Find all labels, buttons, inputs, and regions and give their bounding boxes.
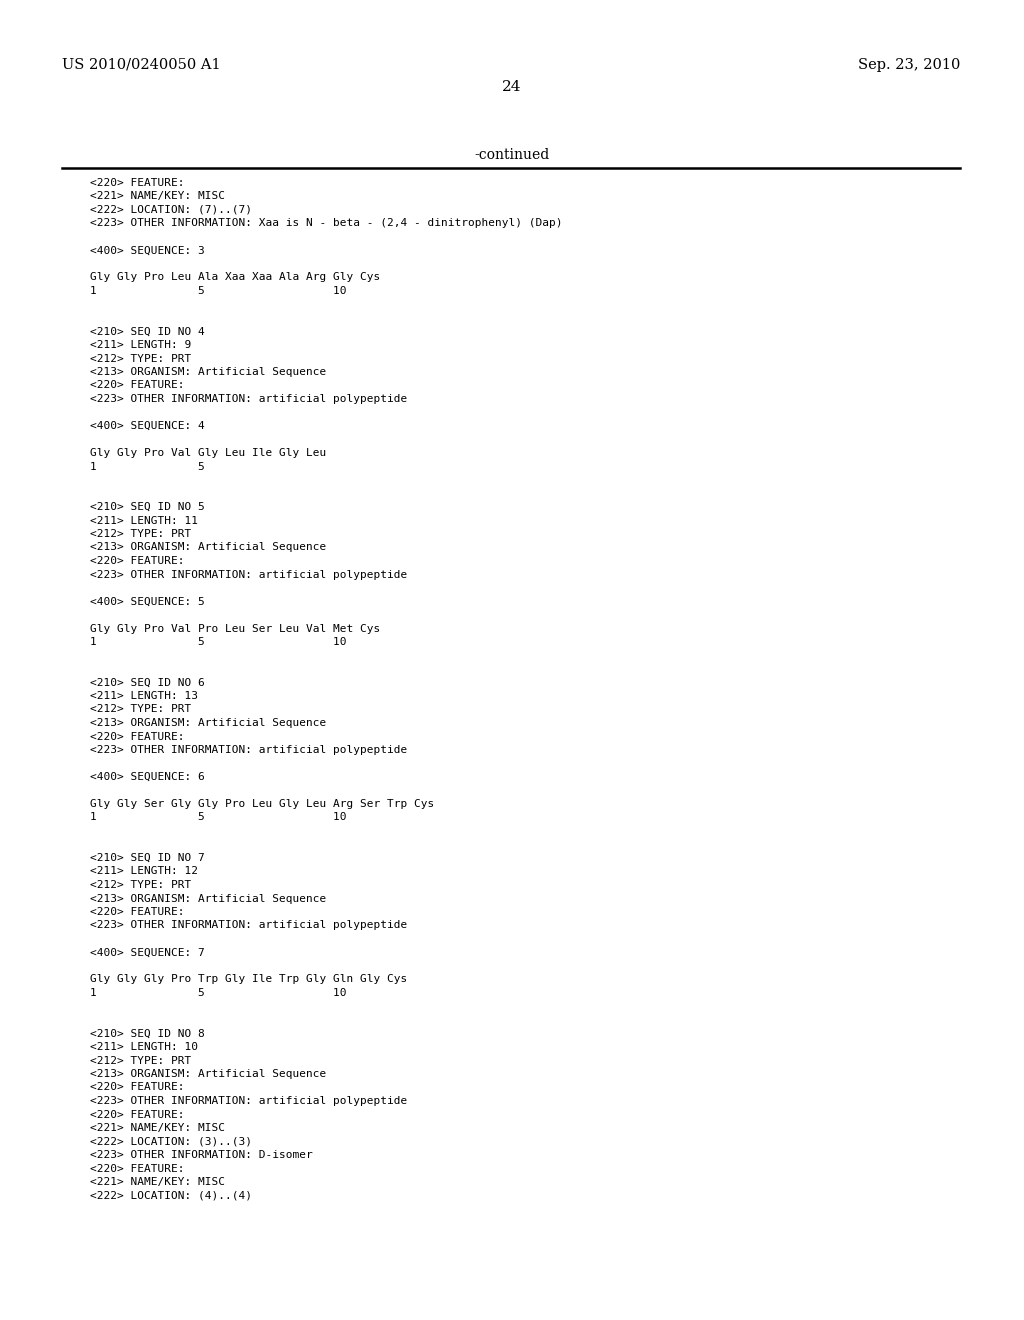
- Text: Gly Gly Pro Val Gly Leu Ile Gly Leu: Gly Gly Pro Val Gly Leu Ile Gly Leu: [90, 447, 327, 458]
- Text: <211> LENGTH: 9: <211> LENGTH: 9: [90, 341, 191, 350]
- Text: -continued: -continued: [474, 148, 550, 162]
- Text: <212> TYPE: PRT: <212> TYPE: PRT: [90, 705, 191, 714]
- Text: 1               5: 1 5: [90, 462, 205, 471]
- Text: <212> TYPE: PRT: <212> TYPE: PRT: [90, 1056, 191, 1065]
- Text: <400> SEQUENCE: 6: <400> SEQUENCE: 6: [90, 772, 205, 781]
- Text: <213> ORGANISM: Artificial Sequence: <213> ORGANISM: Artificial Sequence: [90, 367, 327, 378]
- Text: <223> OTHER INFORMATION: D-isomer: <223> OTHER INFORMATION: D-isomer: [90, 1150, 312, 1160]
- Text: <220> FEATURE:: <220> FEATURE:: [90, 556, 184, 566]
- Text: Gly Gly Pro Val Pro Leu Ser Leu Val Met Cys: Gly Gly Pro Val Pro Leu Ser Leu Val Met …: [90, 623, 380, 634]
- Text: <400> SEQUENCE: 7: <400> SEQUENCE: 7: [90, 948, 205, 957]
- Text: <211> LENGTH: 12: <211> LENGTH: 12: [90, 866, 198, 876]
- Text: <223> OTHER INFORMATION: artificial polypeptide: <223> OTHER INFORMATION: artificial poly…: [90, 920, 408, 931]
- Text: Sep. 23, 2010: Sep. 23, 2010: [858, 58, 961, 73]
- Text: <211> LENGTH: 13: <211> LENGTH: 13: [90, 690, 198, 701]
- Text: <222> LOCATION: (4)..(4): <222> LOCATION: (4)..(4): [90, 1191, 252, 1200]
- Text: <221> NAME/KEY: MISC: <221> NAME/KEY: MISC: [90, 191, 225, 202]
- Text: <223> OTHER INFORMATION: artificial polypeptide: <223> OTHER INFORMATION: artificial poly…: [90, 1096, 408, 1106]
- Text: <212> TYPE: PRT: <212> TYPE: PRT: [90, 354, 191, 363]
- Text: <210> SEQ ID NO 7: <210> SEQ ID NO 7: [90, 853, 205, 863]
- Text: <210> SEQ ID NO 6: <210> SEQ ID NO 6: [90, 677, 205, 688]
- Text: <210> SEQ ID NO 5: <210> SEQ ID NO 5: [90, 502, 205, 512]
- Text: <222> LOCATION: (3)..(3): <222> LOCATION: (3)..(3): [90, 1137, 252, 1147]
- Text: <400> SEQUENCE: 5: <400> SEQUENCE: 5: [90, 597, 205, 606]
- Text: <213> ORGANISM: Artificial Sequence: <213> ORGANISM: Artificial Sequence: [90, 894, 327, 903]
- Text: <223> OTHER INFORMATION: artificial polypeptide: <223> OTHER INFORMATION: artificial poly…: [90, 744, 408, 755]
- Text: <220> FEATURE:: <220> FEATURE:: [90, 1163, 184, 1173]
- Text: <210> SEQ ID NO 8: <210> SEQ ID NO 8: [90, 1028, 205, 1039]
- Text: <211> LENGTH: 10: <211> LENGTH: 10: [90, 1041, 198, 1052]
- Text: <223> OTHER INFORMATION: Xaa is N - beta - (2,4 - dinitrophenyl) (Dap): <223> OTHER INFORMATION: Xaa is N - beta…: [90, 219, 562, 228]
- Text: <222> LOCATION: (7)..(7): <222> LOCATION: (7)..(7): [90, 205, 252, 215]
- Text: <400> SEQUENCE: 3: <400> SEQUENCE: 3: [90, 246, 205, 256]
- Text: <212> TYPE: PRT: <212> TYPE: PRT: [90, 529, 191, 539]
- Text: <220> FEATURE:: <220> FEATURE:: [90, 1110, 184, 1119]
- Text: <213> ORGANISM: Artificial Sequence: <213> ORGANISM: Artificial Sequence: [90, 1069, 327, 1078]
- Text: 1               5                   10: 1 5 10: [90, 286, 346, 296]
- Text: <212> TYPE: PRT: <212> TYPE: PRT: [90, 880, 191, 890]
- Text: Gly Gly Ser Gly Gly Pro Leu Gly Leu Arg Ser Trp Cys: Gly Gly Ser Gly Gly Pro Leu Gly Leu Arg …: [90, 799, 434, 809]
- Text: <220> FEATURE:: <220> FEATURE:: [90, 380, 184, 391]
- Text: 1               5                   10: 1 5 10: [90, 813, 346, 822]
- Text: Gly Gly Pro Leu Ala Xaa Xaa Ala Arg Gly Cys: Gly Gly Pro Leu Ala Xaa Xaa Ala Arg Gly …: [90, 272, 380, 282]
- Text: 24: 24: [502, 81, 522, 94]
- Text: <210> SEQ ID NO 4: <210> SEQ ID NO 4: [90, 326, 205, 337]
- Text: <221> NAME/KEY: MISC: <221> NAME/KEY: MISC: [90, 1123, 225, 1133]
- Text: <220> FEATURE:: <220> FEATURE:: [90, 1082, 184, 1093]
- Text: <213> ORGANISM: Artificial Sequence: <213> ORGANISM: Artificial Sequence: [90, 718, 327, 729]
- Text: <220> FEATURE:: <220> FEATURE:: [90, 178, 184, 187]
- Text: <220> FEATURE:: <220> FEATURE:: [90, 907, 184, 917]
- Text: <223> OTHER INFORMATION: artificial polypeptide: <223> OTHER INFORMATION: artificial poly…: [90, 569, 408, 579]
- Text: <221> NAME/KEY: MISC: <221> NAME/KEY: MISC: [90, 1177, 225, 1187]
- Text: US 2010/0240050 A1: US 2010/0240050 A1: [62, 58, 220, 73]
- Text: <223> OTHER INFORMATION: artificial polypeptide: <223> OTHER INFORMATION: artificial poly…: [90, 393, 408, 404]
- Text: 1               5                   10: 1 5 10: [90, 638, 346, 647]
- Text: <213> ORGANISM: Artificial Sequence: <213> ORGANISM: Artificial Sequence: [90, 543, 327, 553]
- Text: <400> SEQUENCE: 4: <400> SEQUENCE: 4: [90, 421, 205, 432]
- Text: <220> FEATURE:: <220> FEATURE:: [90, 731, 184, 742]
- Text: Gly Gly Gly Pro Trp Gly Ile Trp Gly Gln Gly Cys: Gly Gly Gly Pro Trp Gly Ile Trp Gly Gln …: [90, 974, 408, 985]
- Text: <211> LENGTH: 11: <211> LENGTH: 11: [90, 516, 198, 525]
- Text: 1               5                   10: 1 5 10: [90, 987, 346, 998]
